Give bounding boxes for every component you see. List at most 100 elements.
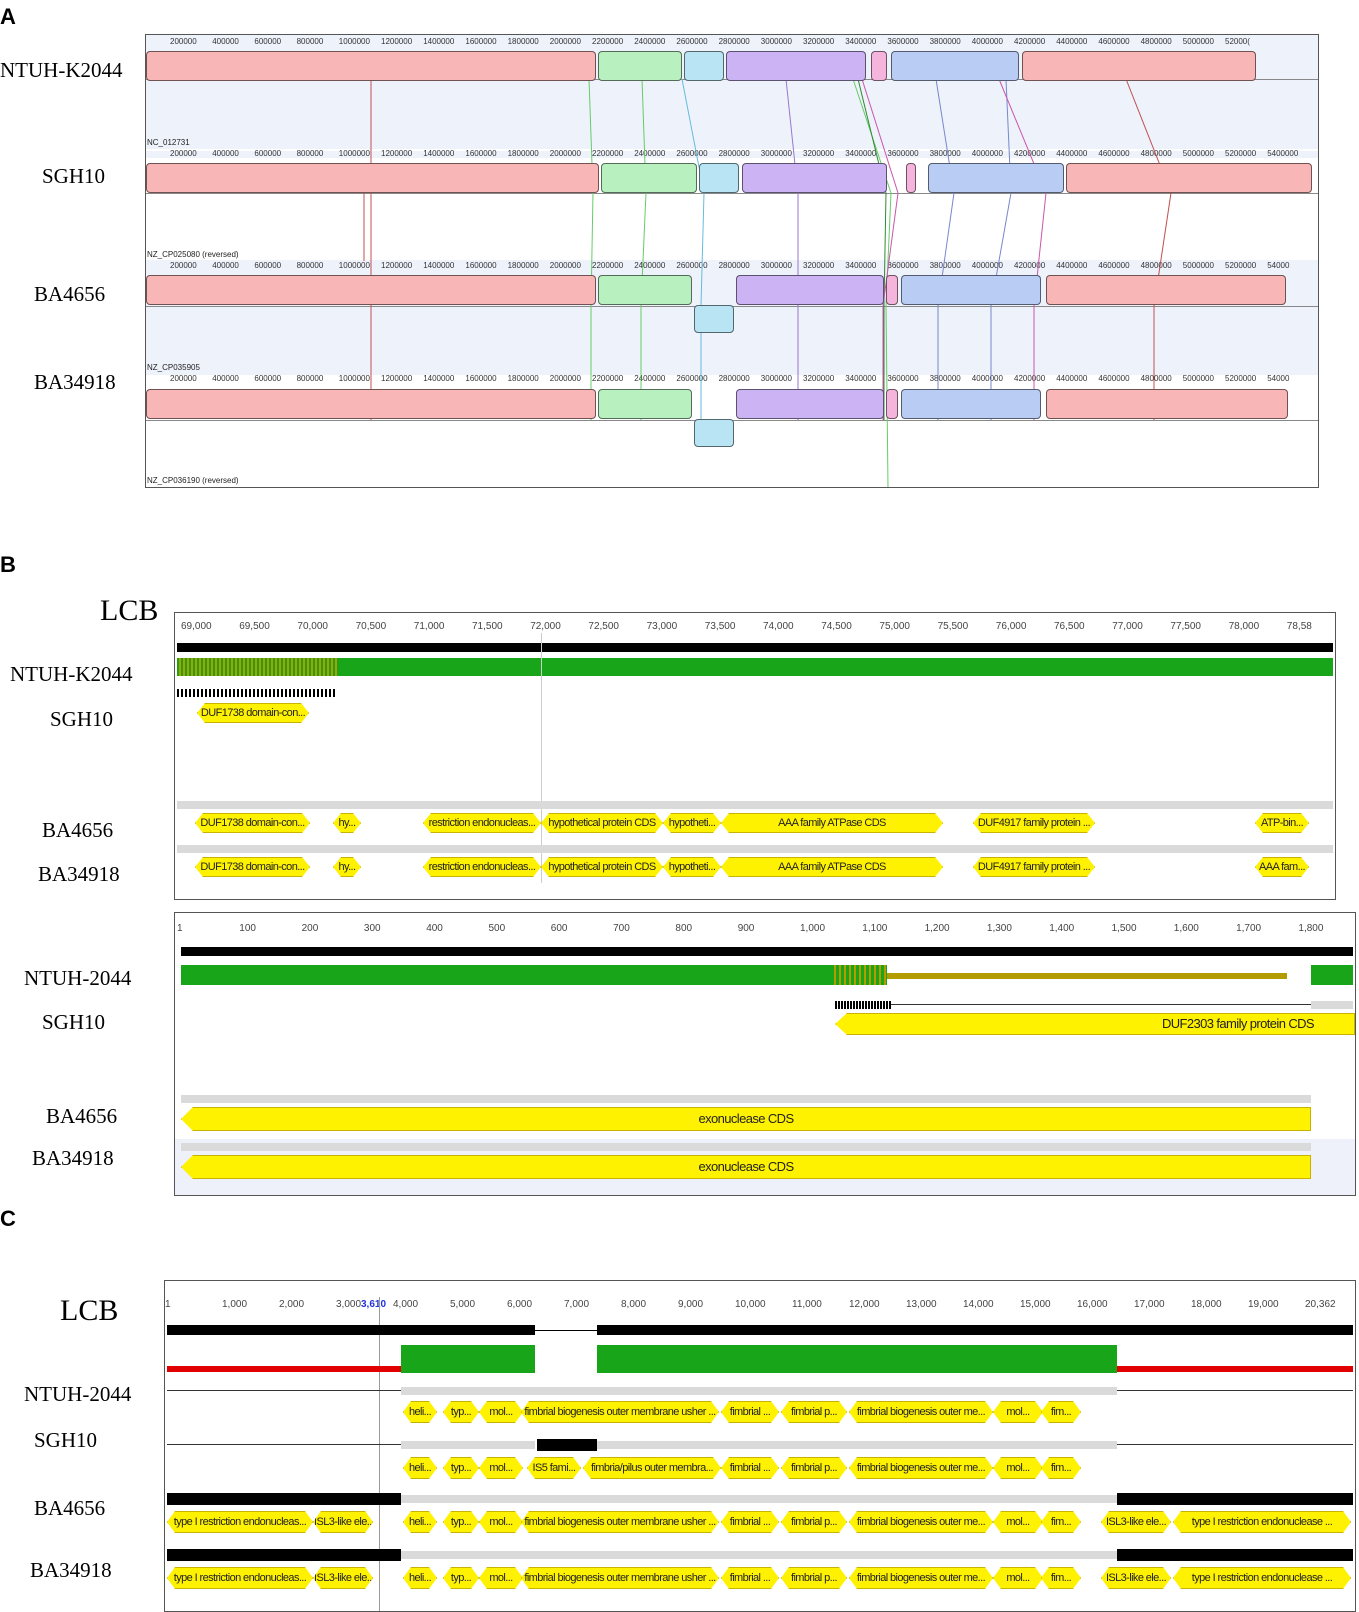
lcb-block-green[interactable] [601,163,697,193]
gene-annotation[interactable]: restriction endonucleas... [423,857,541,877]
gene-annotation[interactable]: fimbrial biogenesis outer membrane usher… [521,1511,719,1533]
gene-annotation[interactable]: fim... [1041,1567,1081,1589]
gene-annotation[interactable]: AAA family ATPase CDS [721,857,943,877]
gene-annotation[interactable]: fimbria/pilus outer membra... [583,1457,721,1479]
gene-annotation[interactable]: ISL3-like ele... [1101,1567,1171,1589]
lcb-block-green[interactable] [598,389,692,419]
c-identity-bar [401,1345,535,1373]
gene-annotation[interactable]: fimbrial p... [781,1567,847,1589]
mauve-alignment-panel[interactable]: 200000 400000 600000 800000 1000000 1200000 14… [145,34,1319,488]
gene-annotation[interactable]: type I restriction endonucleas... [167,1567,313,1589]
gene-annotation[interactable]: mol... [993,1567,1043,1589]
gene-annotation[interactable]: fimbrial ... [721,1567,779,1589]
gene-annotation[interactable]: fimbrial ... [721,1511,779,1533]
lcb-block-cyan[interactable] [699,163,739,193]
gene-annotation[interactable]: fimbrial biogenesis outer me... [849,1567,993,1589]
lcb-block-cyan-inverted[interactable] [694,305,734,333]
gene-annotation[interactable]: ATP-bin... [1255,813,1309,833]
gene-annotation[interactable]: exonuclease CDS [181,1155,1311,1179]
lcb-block-blue[interactable] [901,389,1041,419]
gene-annotation[interactable]: DUF1738 domain-con... [195,857,310,877]
lcb-block-purple[interactable] [736,275,884,305]
lcb-block-red[interactable] [146,275,596,305]
lcb-block-magenta[interactable] [886,389,898,419]
lcb-block-red[interactable] [146,163,599,193]
gene-annotation[interactable]: fimbrial biogenesis outer membrane usher… [521,1401,719,1423]
lcb-block-red[interactable] [1066,163,1312,193]
gene-annotation[interactable]: fimbrial p... [781,1511,847,1533]
gene-annotation[interactable]: AAA family ATPase CDS [721,813,943,833]
gene-annotation[interactable]: hypothetical protein CDS [541,813,663,833]
gene-annotation[interactable]: DUF4917 family protein ... [973,857,1095,877]
lcb-block-blue[interactable] [901,275,1041,305]
gene-annotation[interactable]: DUF1738 domain-con... [195,813,310,833]
gene-annotation[interactable]: typ... [443,1567,479,1589]
gene-annotation[interactable]: exonuclease CDS [181,1107,1311,1131]
gene-annotation[interactable]: mol... [479,1511,523,1533]
lcb-block-cyan[interactable] [684,51,724,81]
lcb-block-red[interactable] [1046,389,1288,419]
lcb-block-magenta[interactable] [906,163,916,193]
lcb-block-magenta[interactable] [871,51,887,81]
gene-annotation[interactable]: fimbrial p... [781,1401,847,1423]
gene-annotation[interactable]: ISL3-like ele... [1101,1511,1171,1533]
gene-annotation[interactable]: fim... [1041,1401,1081,1423]
gene-annotation[interactable]: DUF2303 family protein CDS [835,1013,1355,1035]
gene-annotation[interactable]: mol... [993,1457,1043,1479]
gene-annotation[interactable]: fimbrial p... [781,1457,847,1479]
gene-annotation[interactable]: mol... [993,1401,1043,1423]
gene-annotation[interactable]: fimbrial biogenesis outer membrane usher… [521,1567,719,1589]
gene-annotation[interactable]: hy... [333,813,361,833]
gene-annotation[interactable]: typ... [443,1457,479,1479]
gene-annotation[interactable]: mol... [993,1511,1043,1533]
gene-annotation[interactable]: fimbrial ... [721,1457,779,1479]
gene-annotation[interactable]: DUF4917 family protein ... [973,813,1095,833]
gene-annotation[interactable]: hy... [333,857,361,877]
lcb-block-blue[interactable] [928,163,1064,193]
lcb-block-red[interactable] [146,389,596,419]
gene-annotation[interactable]: hypotheti... [663,813,721,833]
gene-annotation[interactable]: typ... [443,1401,479,1423]
gene-annotation[interactable]: type I restriction endonuclease ... [1173,1567,1351,1589]
gene-annotation[interactable]: fimbrial biogenesis outer me... [849,1401,993,1423]
gene-annotation[interactable]: ISL3-like ele... [313,1511,373,1533]
gene-annotation[interactable]: type I restriction endonuclease ... [1173,1511,1351,1533]
gene-annotation[interactable]: typ... [443,1511,479,1533]
lcb-block-magenta[interactable] [886,275,898,305]
lcb-block-green[interactable] [598,275,692,305]
gene-annotation[interactable]: AAA fam... [1255,857,1309,877]
lcb-block-red[interactable] [1022,51,1256,81]
gene-annotation[interactable]: heli... [403,1511,437,1533]
gene-annotation[interactable]: fimbrial biogenesis outer me... [849,1511,993,1533]
lcb-block-purple[interactable] [742,163,887,193]
b-top-alignment-view[interactable]: 69,000 69,500 70,000 70,500 71,000 71,500 72,0… [174,612,1336,900]
lcb-block-blue[interactable] [891,51,1019,81]
lcb-block-purple[interactable] [736,389,884,419]
gene-annotation[interactable]: fim... [1041,1457,1081,1479]
lcb-block-purple[interactable] [726,51,866,81]
gene-annotation[interactable]: mol... [479,1457,523,1479]
gene-annotation[interactable]: fimbrial ... [721,1401,779,1423]
gene-annotation[interactable]: hypotheti... [663,857,721,877]
gene-annotation[interactable]: heli... [403,1457,437,1479]
c-alignment-view[interactable]: 1 1,000 2,000 3,000 4,000 5,000 6,000 7,000 8,00… [164,1280,1356,1612]
lcb-block-green[interactable] [598,51,682,81]
gene-annotation[interactable]: ISL3-like ele... [313,1567,373,1589]
gene-annotation[interactable]: mol... [479,1401,523,1423]
lcb-block-red[interactable] [1046,275,1286,305]
gene-annotation[interactable]: IS5 fami... [527,1457,581,1479]
gene-annotation[interactable]: restriction endonucleas... [423,813,541,833]
gene-annotation[interactable]: heli... [403,1401,437,1423]
gene-annotation[interactable]: fim... [1041,1511,1081,1533]
b-top-cursor-line [541,633,542,883]
gene-annotation[interactable]: hypothetical protein CDS [541,857,663,877]
gene-annotation[interactable]: type I restriction endonucleas... [167,1511,313,1533]
gene-annotation[interactable]: mol... [479,1567,523,1589]
b-bottom-alignment-view[interactable]: 1 100 200 300 400 500 600 700 800 900 1,000 1,100 1,… [174,912,1356,1196]
gene-annotation[interactable]: DUF1738 domain-con... [197,703,309,723]
lcb-block-red[interactable] [146,51,596,81]
gene-annotation[interactable]: heli... [403,1567,437,1589]
tick-label: 4600000 [1098,37,1130,46]
lcb-block-cyan-inverted[interactable] [694,419,734,447]
gene-annotation[interactable]: fimbrial biogenesis outer me... [849,1457,993,1479]
